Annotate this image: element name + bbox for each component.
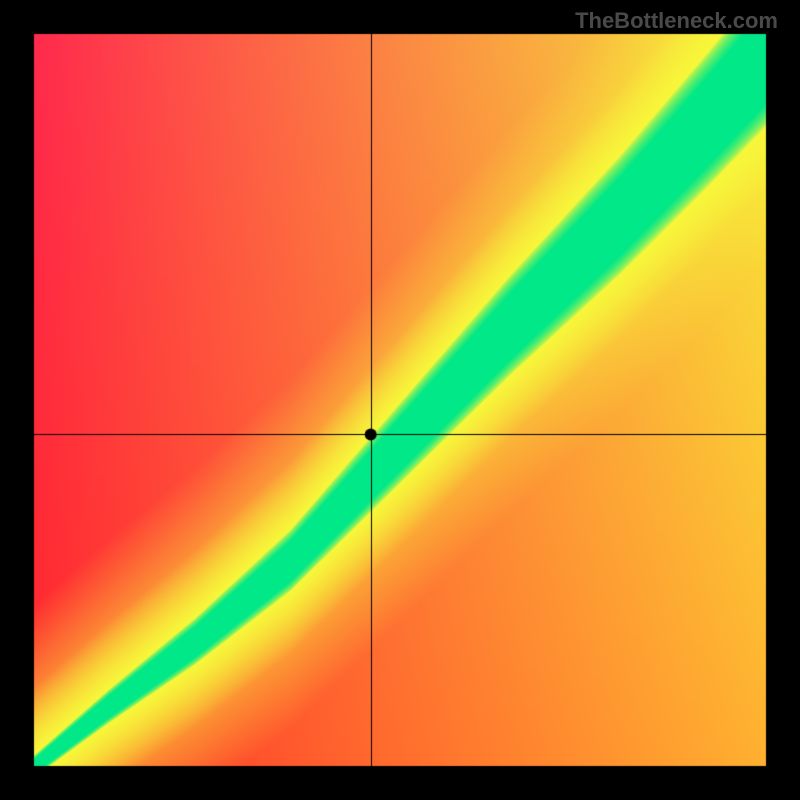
watermark-text: TheBottleneck.com (575, 8, 778, 34)
chart-container: TheBottleneck.com (0, 0, 800, 800)
bottleneck-heatmap-canvas (0, 0, 800, 800)
